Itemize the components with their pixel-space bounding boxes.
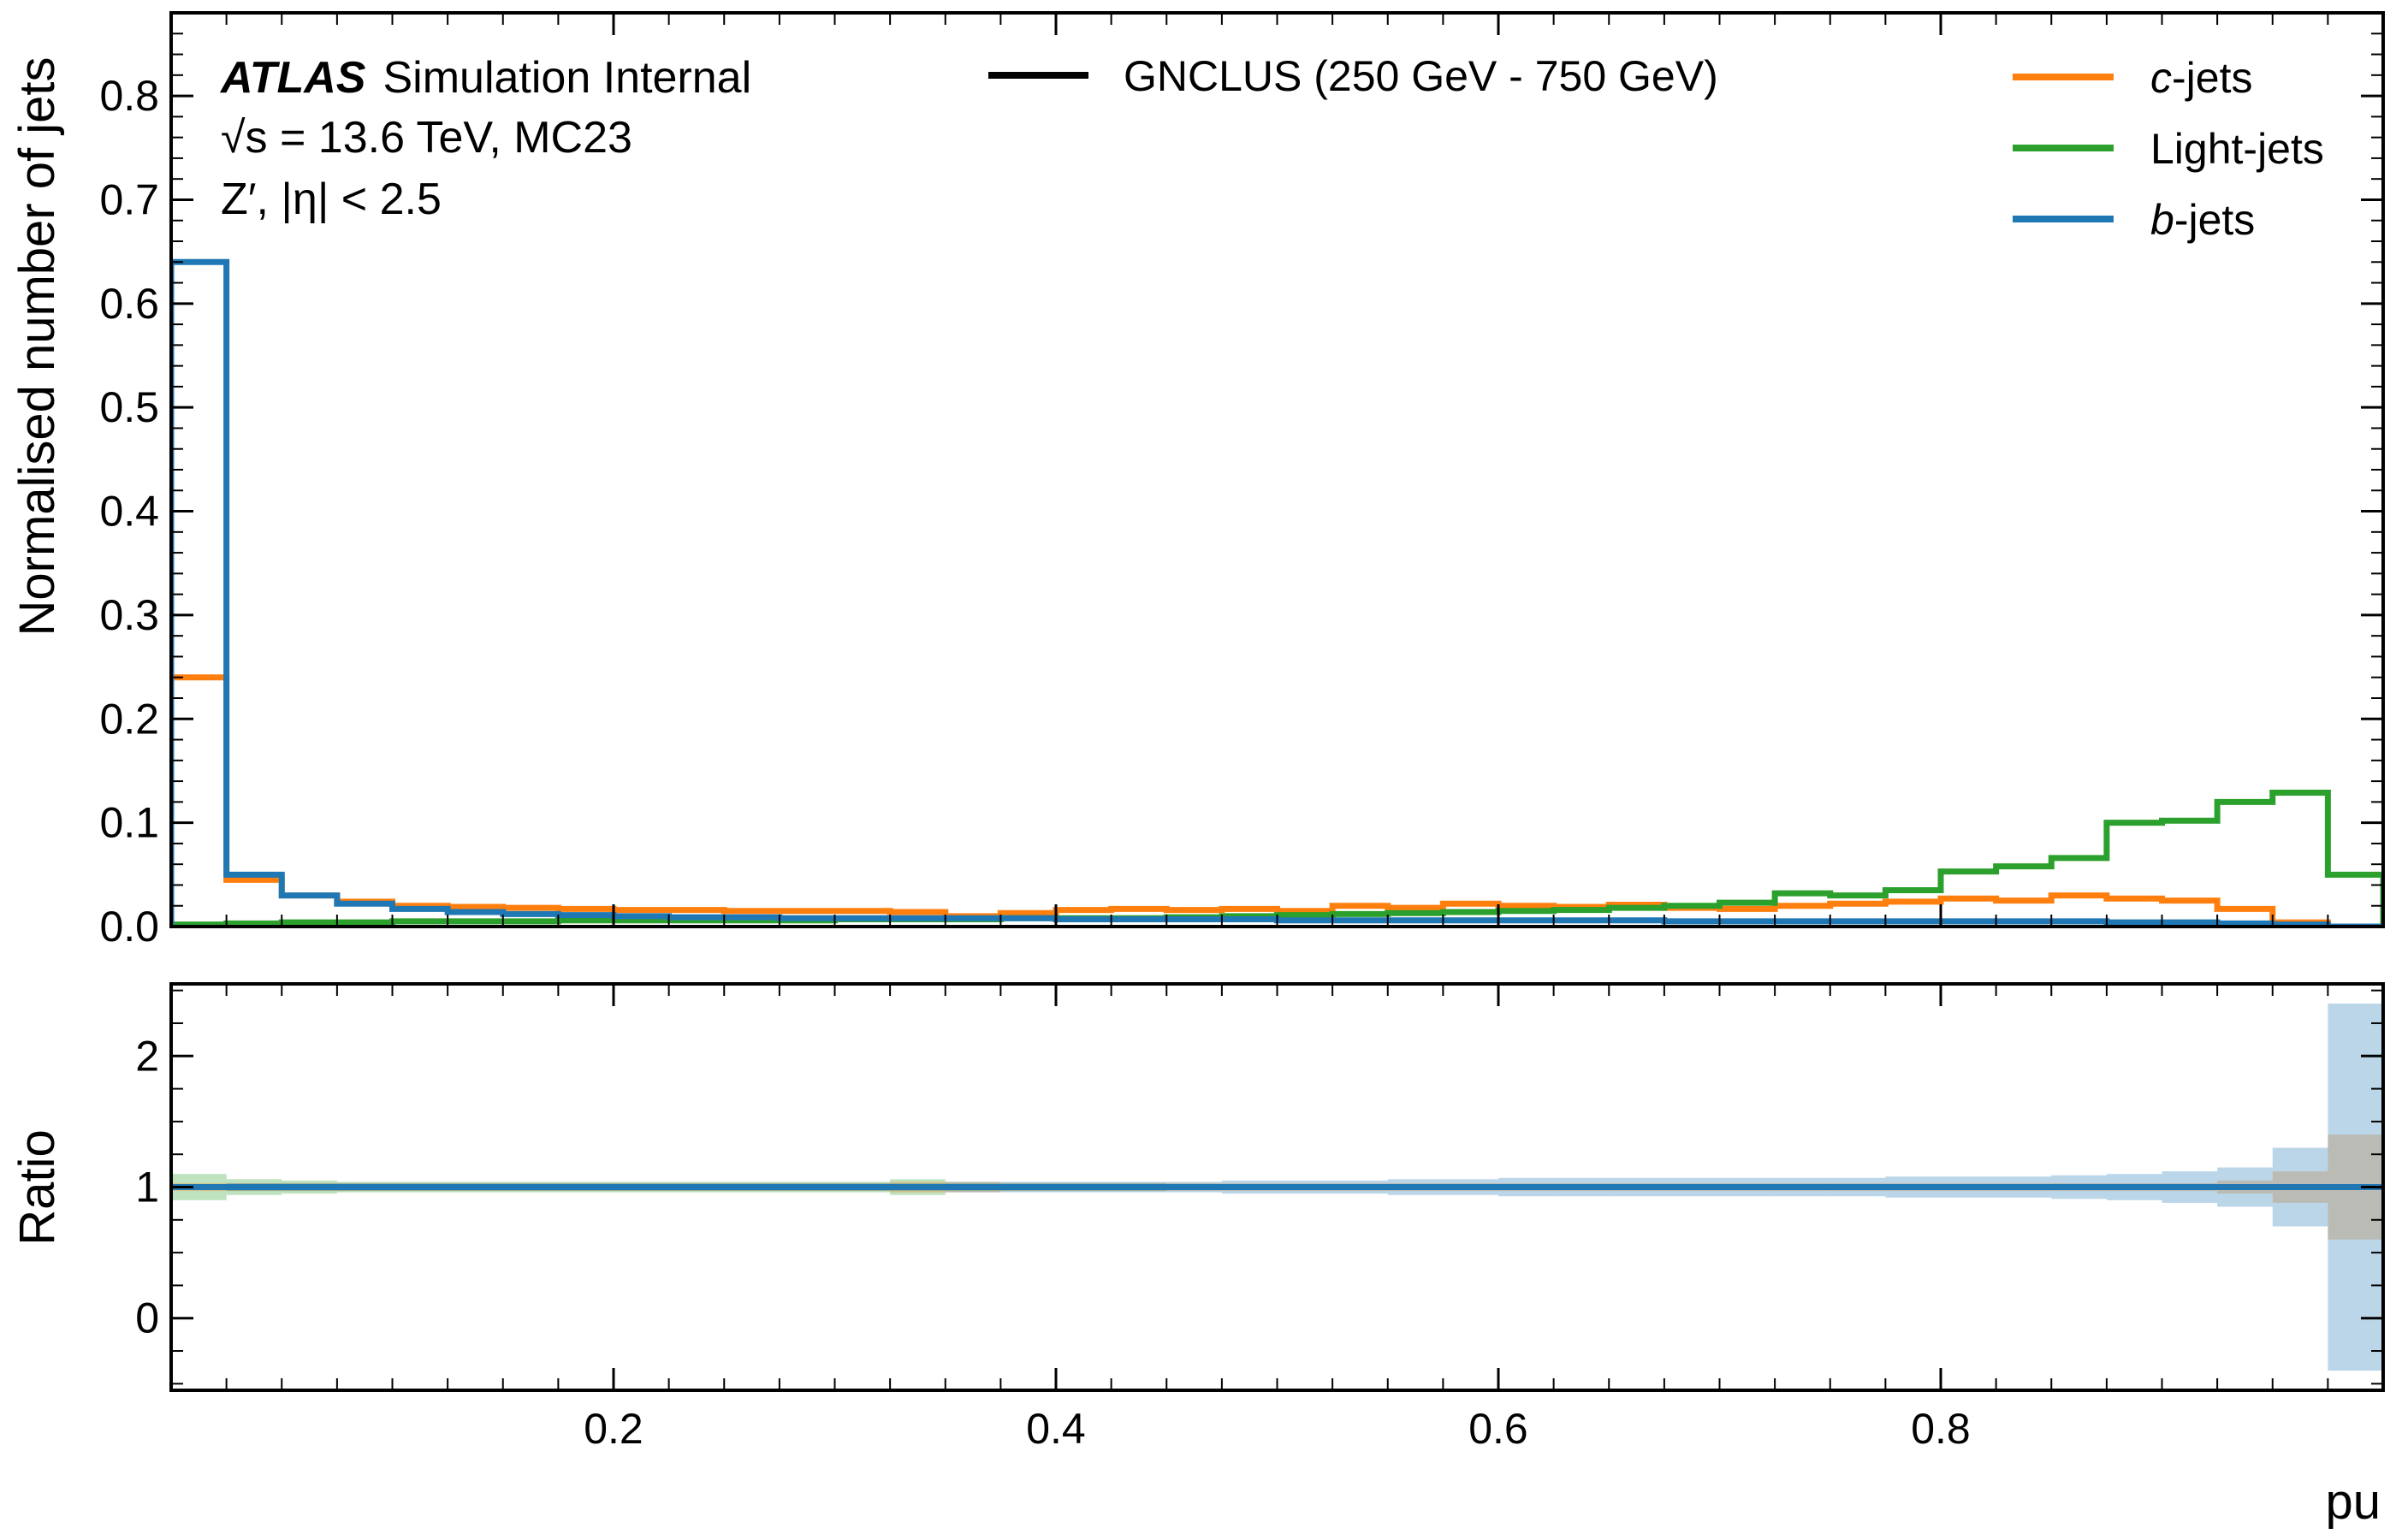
histogram-line-b-jets [171,258,2383,927]
ratio-y-tick-label: 0 [135,1294,159,1342]
ratio-axis-ticks: 0 1 2 0.2 0.4 0.6 0.8 [135,984,2383,1453]
series-b-jets [171,258,2383,927]
main-y-tick-label: 0.6 [99,280,159,328]
histogram-line-c-jets [171,674,2383,927]
x-tick-label: 0.4 [1026,1405,1086,1453]
main-y-tick-label: 0.3 [99,591,159,639]
flavour-legend: c-jets Light-jets b-jets [2013,54,2324,244]
x-tick-label: 0.2 [584,1405,643,1453]
main-y-tick-label: 0.7 [99,175,159,223]
x-axis-title: pu [2325,1474,2381,1530]
main-y-tick-label: 0.2 [99,695,159,743]
atlas-status: Simulation Internal [383,53,751,103]
atlas-experiment: ATLAS [219,53,366,103]
main-y-tick-label: 0.8 [99,72,159,120]
x-tick-label: 0.6 [1468,1405,1528,1453]
atlas-label-line: ATLAS Simulation Internal [219,53,751,103]
tagger-legend: GNCLUS (250 GeV - 750 GeV) [988,52,1718,100]
x-tick-label: 0.8 [1911,1405,1971,1453]
ratio-band-area [171,1003,2383,1371]
main-y-tick-label: 0.0 [99,903,159,951]
main-y-tick-label: 0.5 [99,383,159,431]
legend-label-b-jets: b-jets [2150,196,2255,244]
atlas-annotation: ATLAS Simulation Internal √s = 13.6 TeV, … [219,53,751,224]
main-y-tick-label: 0.1 [99,799,159,847]
legend-label-c-jets: c-jets [2150,54,2252,102]
main-histogram-area [171,258,2383,927]
selection-label: Z′, |η| < 2.5 [221,175,442,224]
tagger-legend-label: GNCLUS (250 GeV - 750 GeV) [1124,52,1718,100]
series-c-jets [171,674,2383,927]
main-y-tick-label: 0.4 [99,488,159,536]
ratio-y-tick-label: 2 [135,1032,159,1080]
main-axis-ticks: 0.0 0.1 0.2 0.3 0.4 0.5 0.6 0.7 0.8 [99,13,2383,951]
main-y-axis-title: Normalised number of jets [9,57,65,637]
ratio-y-axis-title: Ratio [9,1129,65,1245]
energy-label: √s = 13.6 TeV, MC23 [221,113,632,163]
legend-label-light-jets: Light-jets [2150,125,2324,173]
ratio-y-tick-label: 1 [135,1164,159,1211]
